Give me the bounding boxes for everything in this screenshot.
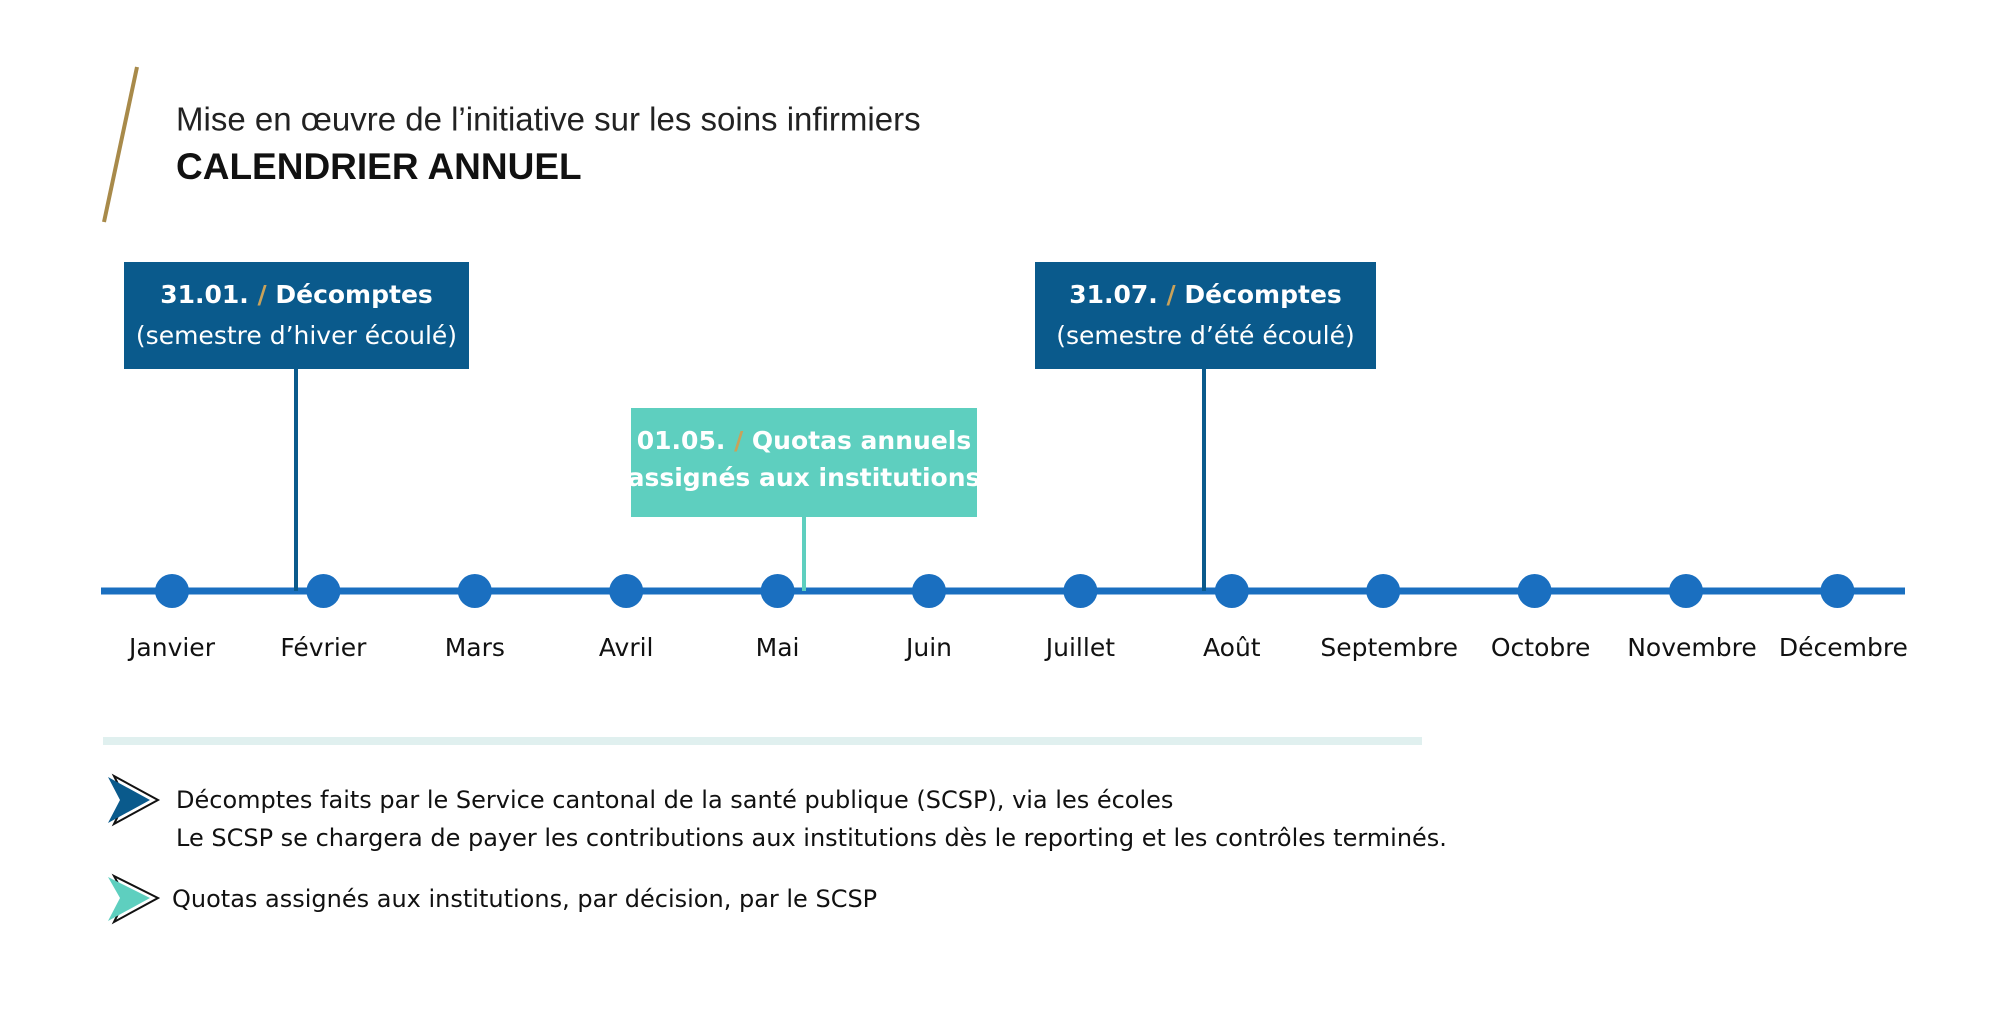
month-label: Mai xyxy=(756,633,800,662)
month-label: Janvier xyxy=(127,633,216,662)
legend-icon xyxy=(108,773,161,827)
month-dot xyxy=(1366,574,1401,608)
month-label: Juin xyxy=(904,633,952,662)
legend-text: Quotas assignés aux institutions, par dé… xyxy=(172,885,877,913)
event-detail: (semestre d’été écoulé) xyxy=(1056,321,1354,350)
month-label: Novembre xyxy=(1627,633,1757,662)
title: CALENDRIER ANNUEL xyxy=(176,146,582,187)
month-label: Avril xyxy=(599,633,654,662)
event-date: 01.05. xyxy=(637,426,726,455)
event-heading: 31.01. / Décomptes xyxy=(160,280,433,309)
month-label: Mars xyxy=(445,633,505,662)
month-dot xyxy=(457,574,492,608)
month-label: Juillet xyxy=(1044,633,1115,662)
month-dot xyxy=(1063,574,1098,608)
month-label: Août xyxy=(1203,633,1261,662)
month-label: Octobre xyxy=(1491,633,1591,662)
event-heading: 01.05. / Quotas annuels xyxy=(637,426,971,455)
event-separator: / xyxy=(734,426,744,455)
month-label: Février xyxy=(280,633,367,662)
month-dot xyxy=(912,574,946,608)
month-dot xyxy=(1820,574,1855,608)
event-separator: / xyxy=(1167,280,1177,309)
subtitle: Mise en œuvre de l’initiative sur les so… xyxy=(176,101,921,138)
month-dot xyxy=(1214,574,1249,608)
event-label: Décomptes xyxy=(275,280,432,309)
event-separator: / xyxy=(258,280,268,309)
month-dot xyxy=(609,574,644,608)
month-label: Septembre xyxy=(1320,633,1458,662)
month-dot xyxy=(1517,574,1552,608)
event-heading: 31.07. / Décomptes xyxy=(1069,280,1342,309)
month-dot xyxy=(1669,574,1703,608)
month-label: Décembre xyxy=(1779,633,1908,662)
event-detail: (semestre d’hiver écoulé) xyxy=(136,321,457,350)
legend-icon xyxy=(108,873,161,925)
month-dot xyxy=(155,574,189,608)
event-date: 31.01. xyxy=(160,280,249,309)
event-box xyxy=(631,408,977,517)
event-label: Décomptes xyxy=(1184,280,1341,309)
event-box xyxy=(1035,262,1376,369)
legend-text: Le SCSP se chargera de payer les contrib… xyxy=(176,824,1447,852)
legend-text: Décomptes faits par le Service cantonal … xyxy=(176,786,1173,814)
month-dot xyxy=(306,574,341,608)
event-detail: assignés aux institutions xyxy=(628,463,981,492)
month-dot xyxy=(760,574,795,608)
event-date: 31.07. xyxy=(1069,280,1158,309)
accent-slash xyxy=(102,66,139,223)
separator xyxy=(103,737,1422,745)
event-box xyxy=(124,262,469,369)
event-label: Quotas annuels xyxy=(752,426,971,455)
